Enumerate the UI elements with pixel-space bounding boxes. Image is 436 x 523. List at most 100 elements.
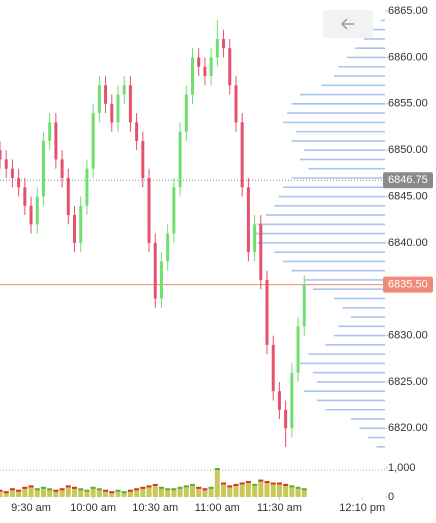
volume-bar-cap xyxy=(53,489,59,492)
candle-body xyxy=(240,122,244,188)
volume-bar xyxy=(16,489,22,497)
volume-bar xyxy=(264,481,270,497)
ref-price-label: 6846.75 xyxy=(388,174,428,186)
candle-body xyxy=(147,177,151,243)
volume-bar xyxy=(146,485,152,497)
candle-body xyxy=(91,113,95,169)
volume-bar xyxy=(171,488,177,497)
candle-body xyxy=(296,326,300,373)
y-tick-label: 6840.00 xyxy=(388,237,428,249)
candle-body xyxy=(122,85,126,95)
volume-bar xyxy=(103,489,109,497)
volume-bar-cap xyxy=(78,488,84,491)
volume-bar xyxy=(65,485,71,497)
volume-bar xyxy=(295,486,301,497)
volume-bar xyxy=(283,483,289,497)
candle-body xyxy=(228,48,232,86)
candle-body xyxy=(166,233,170,262)
volume-bar xyxy=(177,486,183,497)
volume-bar-cap xyxy=(165,488,171,491)
volume-bar-cap xyxy=(295,486,301,489)
volume-bar xyxy=(134,488,140,497)
volume-bar-cap xyxy=(252,483,258,486)
volume-bar-cap xyxy=(227,485,233,488)
candle-body xyxy=(271,344,275,392)
volume-bar-cap xyxy=(221,482,227,485)
volume-bar xyxy=(28,485,34,497)
volume-bar-cap xyxy=(16,489,22,492)
volume-bar-cap xyxy=(239,482,245,485)
volume-bar-cap xyxy=(146,485,152,488)
volume-bar xyxy=(165,488,171,497)
candle-body xyxy=(153,242,157,299)
volume-bar xyxy=(258,479,264,497)
volume-bar xyxy=(289,485,295,497)
volume-bar-cap xyxy=(264,481,270,484)
candle-body xyxy=(184,94,188,132)
volume-bar-cap xyxy=(270,482,276,485)
volume-bar xyxy=(227,485,233,497)
volume-bar-cap xyxy=(59,488,65,491)
volume-bar-cap xyxy=(202,488,208,491)
volume-bar xyxy=(233,483,239,497)
x-tick-label: 10:00 am xyxy=(70,502,116,514)
last-price-label: 6835.50 xyxy=(388,279,428,291)
candle-body xyxy=(209,57,213,77)
y-tick-label: 6850.00 xyxy=(388,144,428,156)
volume-bar xyxy=(34,488,40,497)
volume-bar-cap xyxy=(177,486,183,489)
volume-bar-cap xyxy=(158,486,164,489)
volume-bar-cap xyxy=(127,489,133,492)
volume-bar-cap xyxy=(208,486,214,489)
volume-bar-cap xyxy=(121,491,127,494)
volume-bar xyxy=(196,486,202,497)
volume-bar xyxy=(140,486,146,497)
volume-bar xyxy=(72,486,78,497)
volume-bar xyxy=(190,483,195,497)
candle-body xyxy=(215,38,219,58)
volume-bar-cap xyxy=(90,486,96,489)
x-tick-label: 10:30 am xyxy=(132,502,178,514)
candle-body xyxy=(284,409,288,429)
volume-bar xyxy=(0,489,3,497)
volume-bar xyxy=(59,488,65,497)
candle-body xyxy=(197,57,201,67)
volume-bar-cap xyxy=(109,491,115,494)
x-tick-label: 11:30 am xyxy=(257,502,302,514)
candle-body xyxy=(35,196,39,225)
candle-body xyxy=(172,187,176,234)
candle-body xyxy=(290,372,294,429)
volume-bar-cap xyxy=(134,488,140,491)
candle-body xyxy=(4,159,8,169)
y-tick-label: 6860.00 xyxy=(388,51,428,63)
volume-bar xyxy=(121,491,127,497)
volume-bar-cap xyxy=(140,486,146,489)
ref-price-tag xyxy=(383,172,433,189)
candle-body xyxy=(60,159,64,178)
volume-bar-cap xyxy=(22,486,28,489)
candle-body xyxy=(73,215,77,243)
candle-body xyxy=(259,224,263,280)
y-tick-label: 6830.00 xyxy=(388,329,428,341)
candle-body xyxy=(48,122,52,141)
candle-body xyxy=(191,57,194,95)
candle-body xyxy=(85,168,89,206)
label-layer: 6820.006825.006830.006835.006840.006845.… xyxy=(11,5,433,514)
volume-bar xyxy=(252,483,258,497)
volume-bar xyxy=(221,482,227,497)
volume-bar-cap xyxy=(196,486,202,489)
candle-body xyxy=(128,85,132,123)
candle-body xyxy=(17,177,21,188)
candle-body xyxy=(302,284,306,327)
back-button[interactable] xyxy=(323,10,373,38)
volume-bar xyxy=(276,482,282,497)
volume-bar-cap xyxy=(40,486,46,489)
candle-body xyxy=(253,224,257,253)
volume-bar-cap xyxy=(9,488,15,491)
candle-body xyxy=(265,279,269,345)
candle-body xyxy=(104,85,108,104)
volume-bar xyxy=(202,488,208,497)
volume-bar xyxy=(158,486,164,497)
candle-body xyxy=(116,94,120,123)
